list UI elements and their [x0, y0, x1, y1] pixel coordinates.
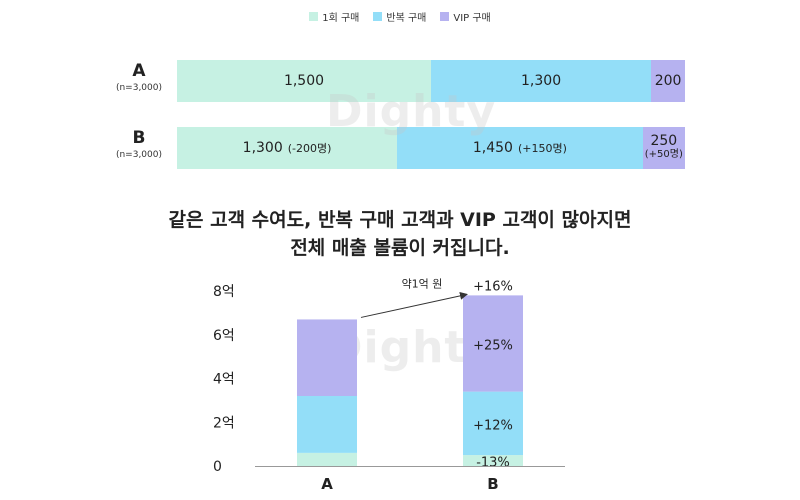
segment-label: -13%	[476, 456, 510, 471]
bar-segment	[297, 452, 357, 466]
y-tick-label: 6억	[213, 328, 235, 344]
seg-b-vip-delta: (+50명)	[644, 149, 683, 160]
row-label-b: B (n=3,000)	[108, 127, 170, 161]
headline-line-1: 같은 고객 수여도, 반복 구매 고객과 VIP 고객이 많아지면	[168, 209, 632, 231]
legend-item-one-time: 1회 구매	[309, 9, 359, 24]
seg-a-one-time: 1,500	[177, 60, 431, 102]
row-letter-b: B	[132, 128, 146, 148]
row-label-a: A (n=3,000)	[108, 60, 170, 94]
seg-b-repeat: 1,450 (+150명)	[397, 127, 643, 169]
seg-b-one-time-value: 1,300	[242, 140, 283, 156]
y-tick-label: 4억	[213, 372, 235, 388]
seg-b-vip: 250 (+50명)	[642, 127, 685, 169]
legend-swatch-repeat	[373, 12, 383, 21]
legend: 1회 구매 반복 구매 VIP 구매	[0, 9, 800, 24]
increase-annotation: 약1억 원	[402, 276, 443, 290]
bar-row-b: B (n=3,000) 1,300 (-200명) 1,450 (+150명) …	[0, 127, 800, 169]
bar-row-a: A (n=3,000) 1,500 1,300 200	[0, 60, 800, 102]
seg-b-one-time: 1,300 (-200명)	[177, 127, 398, 169]
x-tick-label: A	[321, 475, 333, 493]
legend-item-repeat: 반복 구매	[373, 9, 426, 24]
segment-label: +25%	[473, 339, 513, 354]
hbar-a: 1,500 1,300 200	[177, 60, 685, 102]
row-n-b: (n=3,000)	[115, 150, 163, 160]
seg-a-repeat: 1,300	[431, 60, 652, 102]
seg-b-one-time-delta: (-200명)	[287, 142, 332, 155]
y-tick-label: 8억	[213, 284, 235, 300]
seg-a-one-time-value: 1,500	[283, 73, 325, 89]
legend-item-vip: VIP 구매	[440, 9, 491, 24]
legend-label-repeat: 반복 구매	[386, 13, 427, 24]
stacked-bar-chart: 0 2억 4억 6억 8억 A -13% +12% +25% B +16% 약1억 원	[213, 276, 565, 493]
y-tick-label: 0	[213, 459, 222, 475]
increase-arrow	[360, 291, 468, 318]
x-tick-label: B	[487, 475, 498, 493]
seg-a-vip: 200	[651, 60, 685, 102]
seg-a-vip-value: 200	[654, 73, 682, 89]
hbar-b: 1,300 (-200명) 1,450 (+150명) 250 (+50명)	[177, 127, 685, 169]
segment-label: +12%	[473, 418, 513, 433]
legend-label-one-time: 1회 구매	[322, 13, 360, 24]
bar-segment	[463, 295, 523, 392]
bar-segment	[297, 319, 357, 396]
seg-b-repeat-value: 1,450	[472, 140, 513, 156]
seg-b-vip-value: 250	[650, 133, 678, 149]
bar-segment	[463, 455, 523, 466]
legend-swatch-vip	[440, 12, 450, 21]
row-n-a: (n=3,000)	[115, 83, 163, 93]
total-change-label: +16%	[473, 279, 513, 294]
row-letter-a: A	[132, 61, 146, 81]
legend-label-vip: VIP 구매	[453, 13, 491, 24]
seg-a-repeat-value: 1,300	[521, 73, 562, 89]
headline-line-2: 전체 매출 볼륨이 커집니다.	[290, 237, 510, 259]
seg-b-repeat-delta: (+150명)	[517, 142, 567, 155]
headline: 같은 고객 수여도, 반복 구매 고객과 VIP 고객이 많아지면 전체 매출 …	[0, 206, 800, 262]
y-tick-label: 2억	[213, 415, 235, 431]
bar-segment	[297, 396, 357, 453]
bar-segment	[463, 391, 523, 456]
legend-swatch-one-time	[309, 12, 319, 21]
